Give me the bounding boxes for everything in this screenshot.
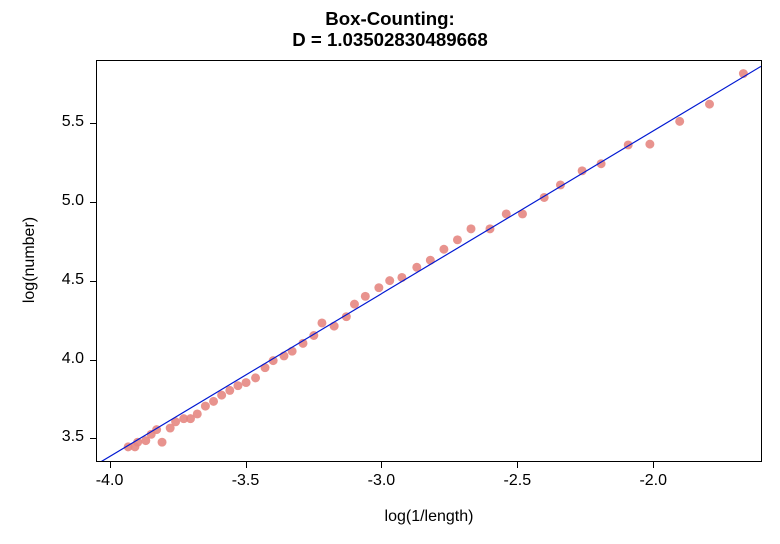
y-tick-label: 5.0 xyxy=(50,192,84,210)
scatter-point xyxy=(426,256,435,265)
scatter-point xyxy=(288,347,297,356)
scatter-point xyxy=(705,100,714,109)
scatter-point xyxy=(361,292,370,301)
scatter-point xyxy=(242,378,251,387)
x-tick-mark xyxy=(381,462,382,468)
figure-root: Box-Counting: D = 1.03502830489668 log(1… xyxy=(0,0,780,544)
chart-title: Box-Counting: D = 1.03502830489668 xyxy=(0,8,780,51)
x-tick-mark xyxy=(517,462,518,468)
scatter-point xyxy=(225,386,234,395)
scatter-point xyxy=(158,438,167,447)
y-tick-mark xyxy=(90,438,96,439)
y-tick-label: 5.5 xyxy=(50,113,84,131)
y-tick-mark xyxy=(90,202,96,203)
y-axis-label: log(number) xyxy=(21,200,39,320)
scatter-point xyxy=(675,117,684,126)
scatter-point xyxy=(385,276,394,285)
x-axis-label: log(1/length) xyxy=(96,508,762,526)
scatter-point xyxy=(193,409,202,418)
scatter-point xyxy=(350,300,359,309)
chart-title-line-1: Box-Counting: xyxy=(325,8,455,29)
y-tick-label: 3.5 xyxy=(50,428,84,446)
scatter-point xyxy=(374,283,383,292)
scatter-point xyxy=(233,381,242,390)
scatter-point xyxy=(251,373,260,382)
plot-svg xyxy=(97,61,761,461)
scatter-point xyxy=(439,245,448,254)
scatter-point xyxy=(201,402,210,411)
y-tick-label: 4.0 xyxy=(50,350,84,368)
chart-title-line-2: D = 1.03502830489668 xyxy=(292,29,488,50)
x-tick-mark xyxy=(246,462,247,468)
x-tick-label: -2.0 xyxy=(633,472,673,490)
scatter-point xyxy=(330,322,339,331)
scatter-point xyxy=(645,140,654,149)
plot-area xyxy=(96,60,762,462)
scatter-point xyxy=(467,224,476,233)
y-tick-label: 4.5 xyxy=(50,271,84,289)
x-tick-mark xyxy=(653,462,654,468)
scatter-point xyxy=(397,273,406,282)
scatter-point xyxy=(453,235,462,244)
y-tick-mark xyxy=(90,123,96,124)
x-tick-label: -4.0 xyxy=(90,472,130,490)
scatter-point xyxy=(261,363,270,372)
scatter-point xyxy=(209,397,218,406)
x-tick-label: -3.0 xyxy=(361,472,401,490)
x-tick-label: -3.5 xyxy=(226,472,266,490)
scatter-point xyxy=(317,318,326,327)
x-tick-mark xyxy=(110,462,111,468)
y-tick-mark xyxy=(90,360,96,361)
x-tick-label: -2.5 xyxy=(497,472,537,490)
y-tick-mark xyxy=(90,281,96,282)
